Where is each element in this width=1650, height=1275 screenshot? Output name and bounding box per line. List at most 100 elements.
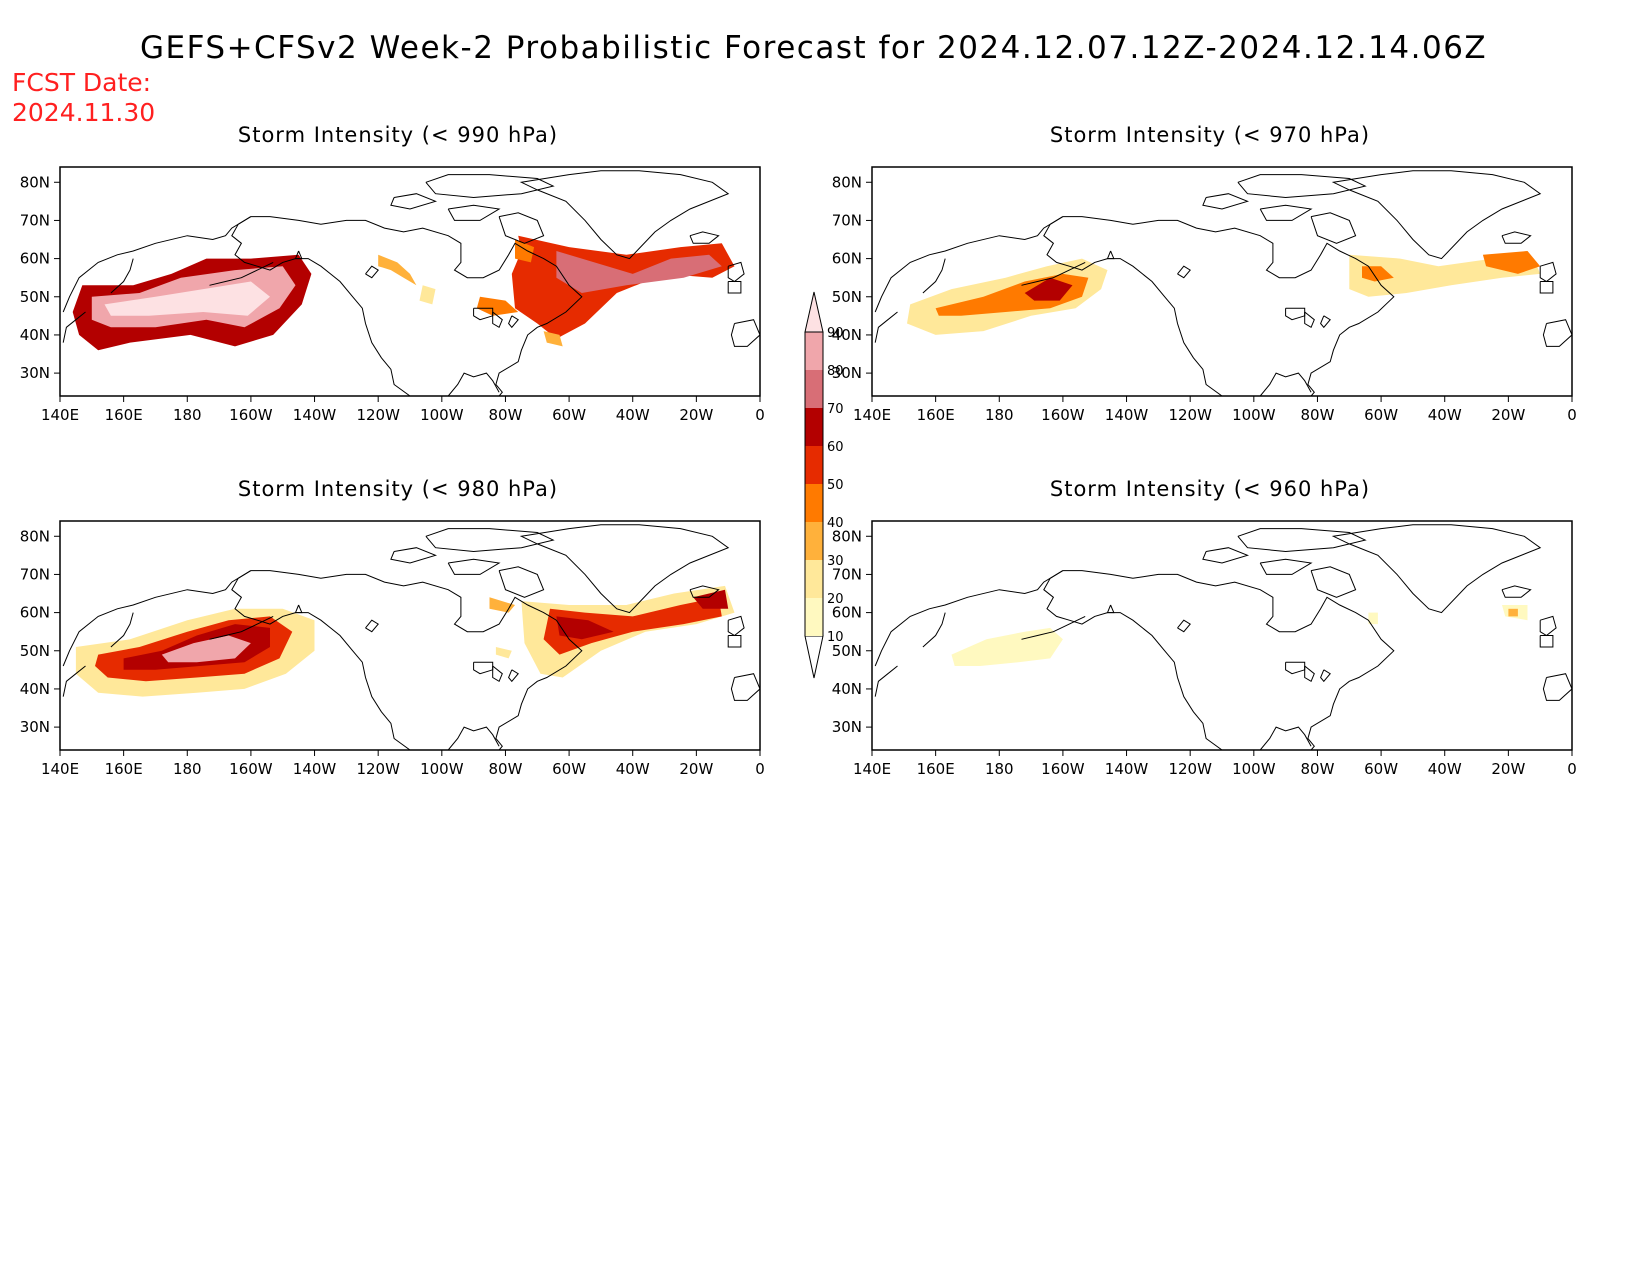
lat-tick-label: 50N: [832, 642, 862, 660]
coastline: [62, 311, 86, 343]
coastline: [209, 261, 274, 286]
main-title: GEFS+CFSv2 Week-2 Probabilistic Forecast…: [140, 30, 1488, 66]
coastline: [447, 726, 500, 750]
panel-960: Storm Intensity (< 960 hPa) 140E 160E 180 1…: [812, 477, 1612, 807]
lat-tick-label: 30N: [832, 718, 862, 736]
coastline: [727, 261, 745, 283]
colorbar-swatch: [805, 484, 823, 522]
coastline: [874, 665, 898, 697]
lat-tick-label: 40N: [832, 326, 862, 344]
coastline: [1331, 170, 1542, 260]
coastline: [689, 585, 720, 598]
coastline: [62, 216, 252, 313]
colorbar-label: 90: [827, 326, 844, 341]
lon-tick-label: 60W: [552, 760, 586, 778]
lon-tick-label: 160W: [1041, 406, 1085, 424]
coastline: [110, 612, 134, 648]
colorbar-bottom-cap: [804, 635, 824, 679]
coastline: [730, 319, 760, 347]
coastline: [1539, 615, 1557, 637]
coastline: [447, 372, 500, 396]
lon-tick-label: 160E: [917, 760, 955, 778]
map-svg: 140E 160E 180 160W 140W 120W 100W 80W 60W 40W 20W 0…: [832, 520, 1577, 778]
coastline: [1106, 250, 1115, 260]
coastline: [231, 570, 411, 750]
coastline: [1043, 570, 1223, 750]
coastline: [492, 665, 503, 683]
coastline: [447, 204, 501, 221]
lon-tick-label: 160W: [1041, 760, 1085, 778]
coastline: [1259, 204, 1313, 221]
lon-tick-label: 60W: [1364, 406, 1398, 424]
coastline: [1539, 281, 1554, 294]
coastline: [250, 216, 583, 396]
coastline: [1501, 231, 1532, 244]
lon-tick-label: 40W: [1428, 760, 1462, 778]
lon-tick-label: 0: [1567, 406, 1577, 424]
coastline: [1177, 619, 1191, 633]
lon-tick-label: 140W: [293, 760, 337, 778]
coastline: [294, 250, 303, 260]
probability-area: [1362, 266, 1394, 282]
probability-area: [476, 296, 519, 316]
probability-area: [1024, 277, 1073, 301]
colorbar-label: 20: [827, 592, 844, 607]
probability-area: [495, 647, 512, 659]
lon-tick-label: 20W: [679, 760, 713, 778]
lat-tick-label: 70N: [832, 211, 862, 229]
colorbar-label: 30: [827, 554, 844, 569]
colorbar-swatch: [805, 370, 823, 408]
lon-tick-label: 20W: [1491, 406, 1525, 424]
lat-tick-label: 80N: [20, 527, 50, 545]
coastline: [492, 311, 503, 329]
coastline: [1542, 319, 1572, 347]
lat-tick-label: 60N: [832, 250, 862, 268]
lon-tick-label: 100W: [420, 406, 464, 424]
lat-tick-label: 70N: [20, 211, 50, 229]
lat-tick-label: 30N: [20, 718, 50, 736]
lon-tick-label: 0: [755, 406, 765, 424]
panel-title: Storm Intensity (< 990 hPa): [237, 123, 559, 147]
coastline: [1331, 524, 1542, 614]
fcst-date-value: 2024.11.30: [12, 98, 156, 127]
map-layer: [874, 524, 1572, 750]
lon-tick-label: 180: [173, 406, 202, 424]
coastline: [62, 665, 86, 697]
coastline: [874, 311, 898, 343]
lon-tick-label: 140W: [1105, 406, 1149, 424]
map-svg: 140E 160E 180 160W 140W 120W 100W 80W 60W 40W 20W 0…: [832, 166, 1577, 424]
coastline: [498, 212, 545, 244]
colorbar-label: 40: [827, 516, 844, 531]
coastline: [390, 547, 438, 564]
lat-tick-label: 40N: [20, 680, 50, 698]
probability-area: [543, 331, 563, 347]
lon-tick-label: 0: [1567, 760, 1577, 778]
probability-area: [378, 254, 417, 286]
lon-tick-label: 0: [755, 760, 765, 778]
coastline: [425, 528, 555, 553]
panel-990: Storm Intensity (< 990 hPa) 140E 160E 180 1…: [0, 123, 800, 453]
lon-tick-label: 160W: [229, 406, 273, 424]
lon-tick-label: 20W: [679, 406, 713, 424]
lon-tick-label: 140E: [853, 760, 891, 778]
coastline: [365, 619, 379, 633]
coastline: [922, 612, 946, 648]
coastline: [473, 661, 494, 675]
lat-tick-label: 60N: [20, 250, 50, 268]
probability-area: [693, 589, 729, 609]
lat-tick-label: 40N: [20, 326, 50, 344]
coastline: [727, 281, 742, 294]
coastline: [519, 170, 730, 260]
lon-tick-label: 80W: [1300, 760, 1334, 778]
lon-tick-label: 80W: [1300, 406, 1334, 424]
panel-title: Storm Intensity (< 970 hPa): [1049, 123, 1371, 147]
map-layer: [874, 170, 1572, 396]
lat-tick-label: 30N: [832, 364, 862, 382]
lon-tick-label: 40W: [616, 760, 650, 778]
panel-970: Storm Intensity (< 970 hPa) 140E 160E 180 1…: [812, 123, 1612, 453]
lat-tick-label: 70N: [832, 565, 862, 583]
probability-area: [511, 235, 735, 339]
lon-tick-label: 20W: [1491, 760, 1525, 778]
lat-tick-label: 80N: [832, 173, 862, 191]
coastline: [1320, 669, 1331, 683]
